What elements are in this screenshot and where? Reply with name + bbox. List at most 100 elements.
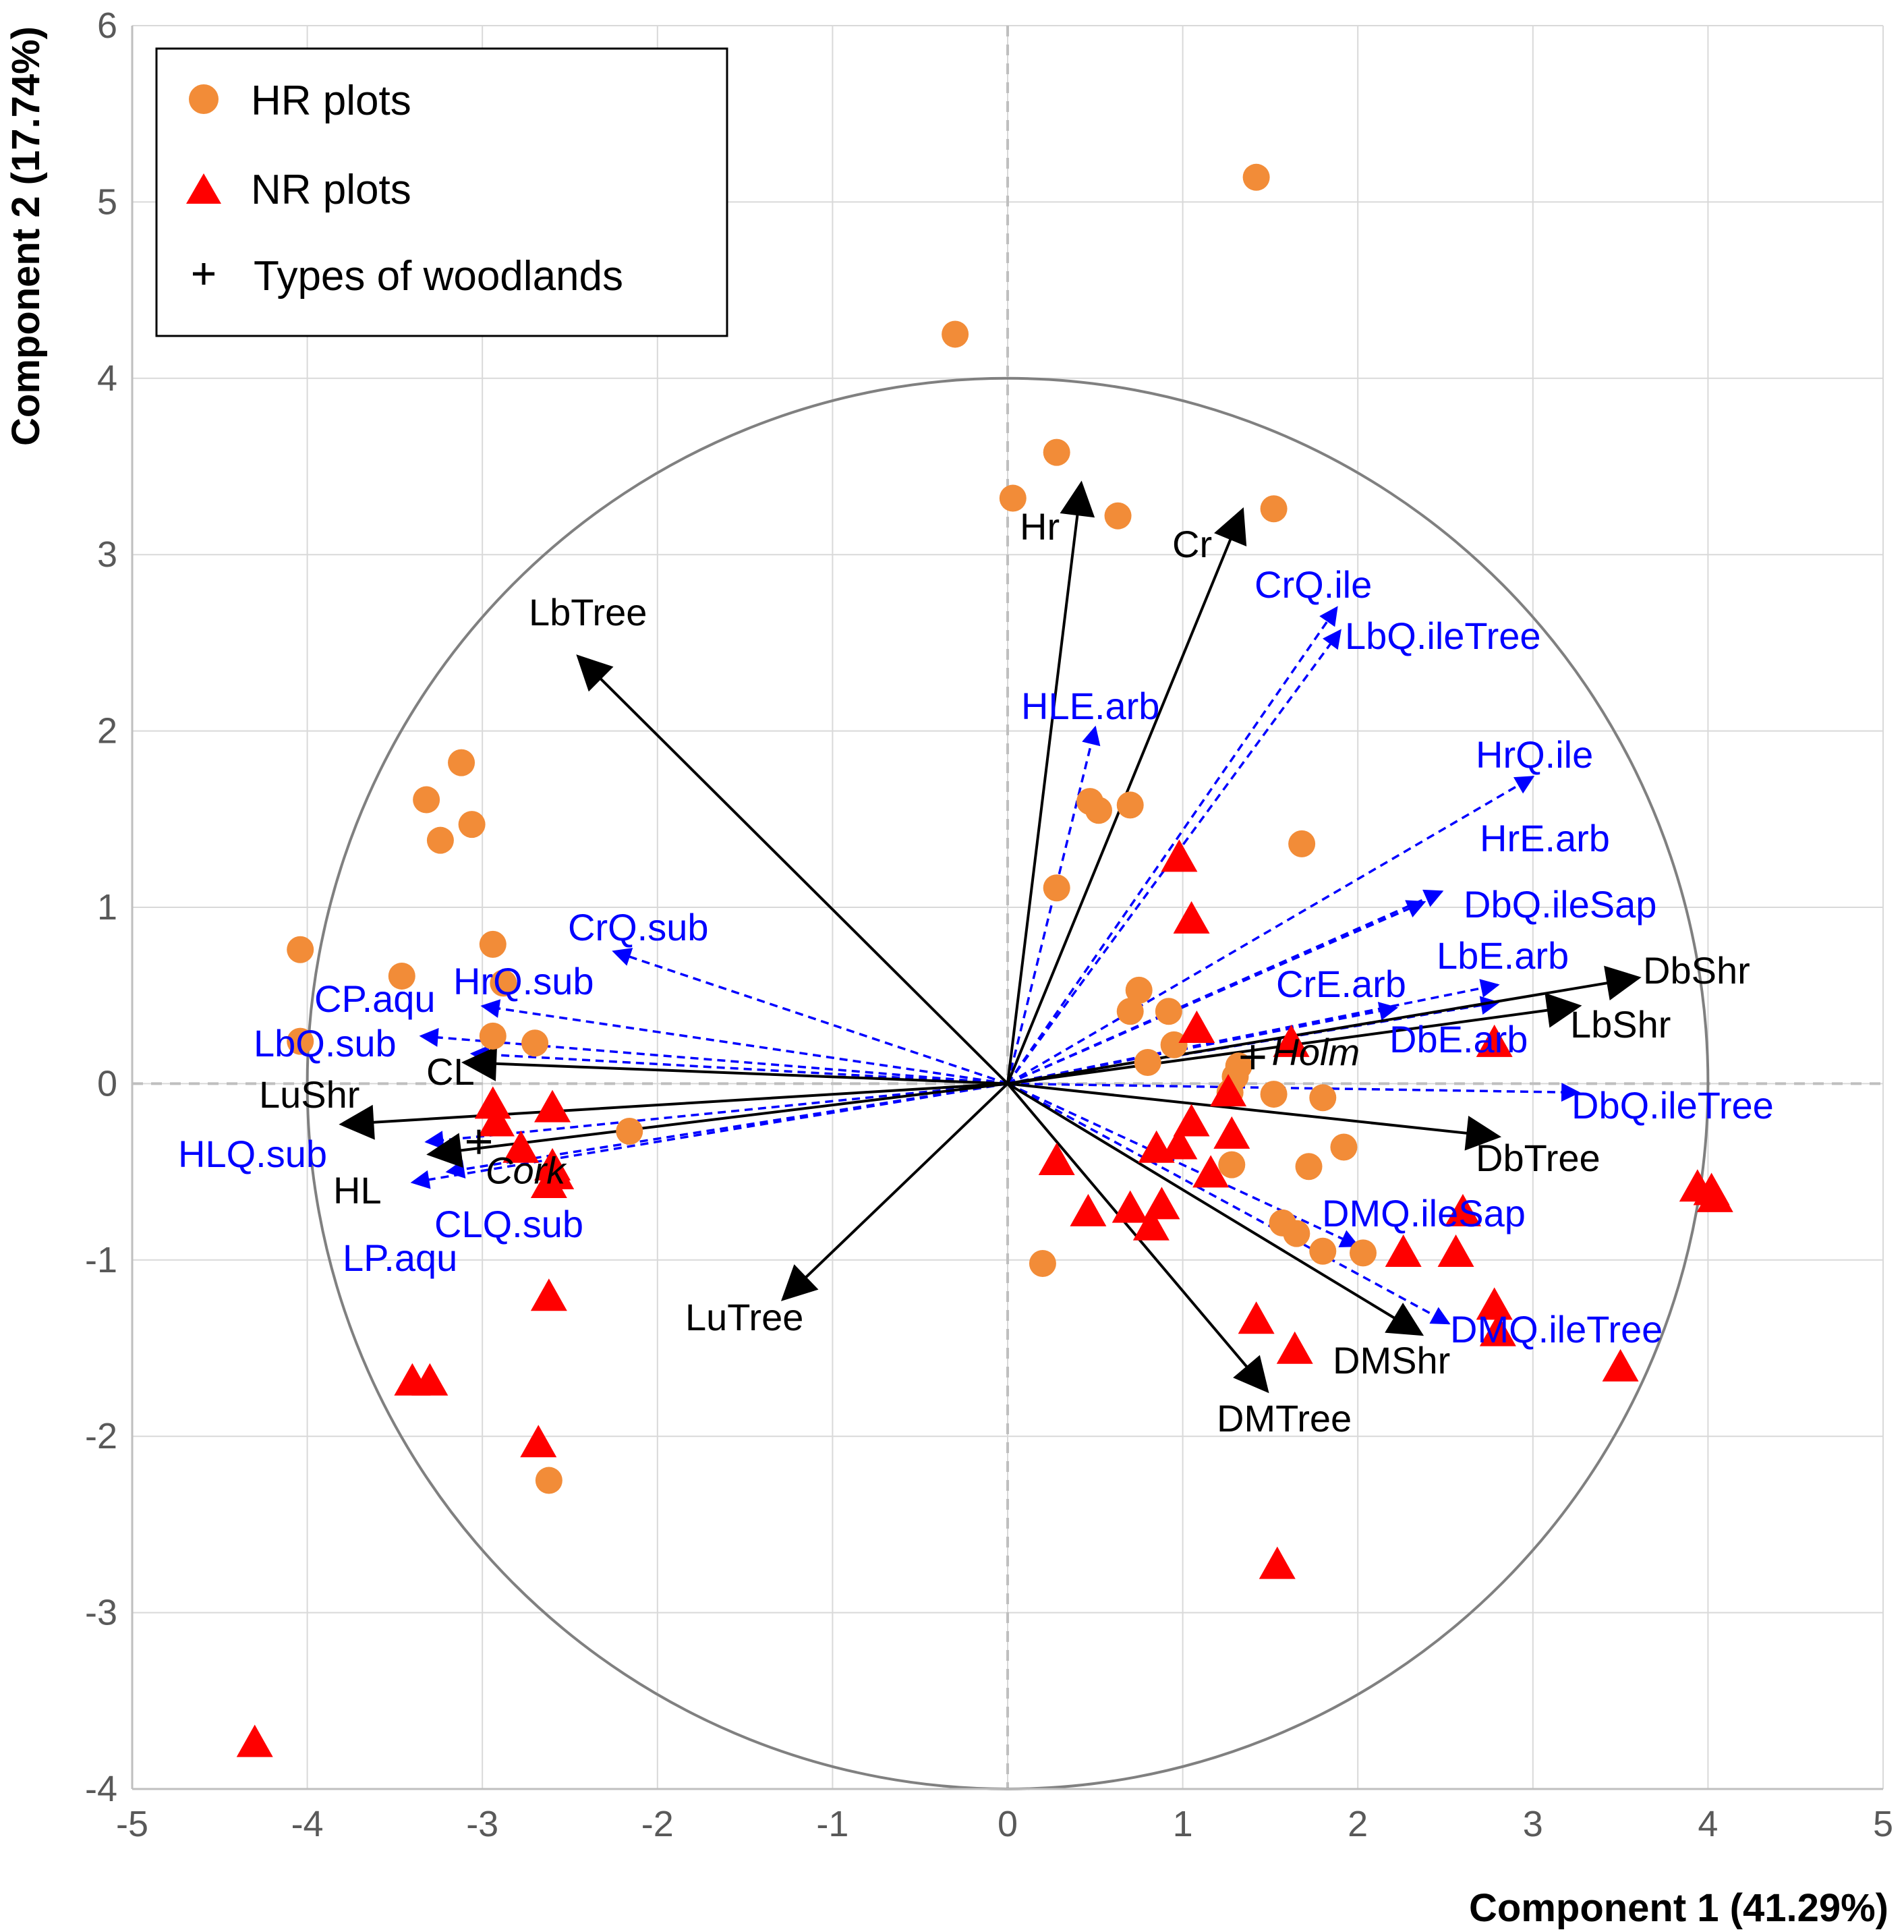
nr-plot-point xyxy=(1132,1208,1170,1241)
nr-plot-point xyxy=(411,1363,449,1396)
species-vector-DMQ.ileSap xyxy=(1007,1082,1360,1248)
hr-plot-point xyxy=(942,320,969,348)
hr-plot-point xyxy=(1125,976,1153,1004)
hr-plot-point xyxy=(458,811,486,839)
nr-plot-point xyxy=(530,1278,567,1311)
hr-plot-point xyxy=(1288,830,1316,857)
species-vector-DbQ.ileSap xyxy=(1007,900,1426,1085)
nr-plot-point xyxy=(1444,1193,1481,1226)
main-vector-label-Hr: Hr xyxy=(1020,505,1060,548)
species-vector-HrE.arb xyxy=(1007,889,1444,1085)
hr-plot-point xyxy=(287,936,314,963)
hr-plot-point xyxy=(287,1027,314,1055)
main-vector-label-DbTree: DbTree xyxy=(1476,1137,1600,1179)
species-vector-label-LbQ.ileTree: LbQ.ileTree xyxy=(1345,615,1541,657)
hr-plot-point xyxy=(1309,1237,1337,1265)
hr-plot-point xyxy=(999,484,1027,512)
nr-plot-point xyxy=(236,1724,273,1757)
species-vector-label-CrQ.sub: CrQ.sub xyxy=(568,906,709,948)
nr-plot-point xyxy=(1476,1024,1513,1057)
x-axis-title: Component 1 (41.29%) xyxy=(1469,1886,1888,1930)
nr-plot-point xyxy=(534,1089,571,1123)
main-vector-label-DMTree: DMTree xyxy=(1217,1397,1352,1440)
nr-plot-point xyxy=(1192,1155,1230,1188)
y-tick-label: -4 xyxy=(85,1769,117,1809)
nr-plot-point xyxy=(474,1086,511,1119)
x-tick-label: 5 xyxy=(1873,1804,1893,1844)
legend-nr-label: NR plots xyxy=(251,167,411,213)
x-tick-label: -2 xyxy=(641,1804,674,1844)
nr-plot-point xyxy=(1476,1287,1513,1320)
nr-plot-point xyxy=(1173,1104,1210,1137)
woodland-label-cork: Cork xyxy=(486,1149,567,1192)
main-vector-label-CL: CL xyxy=(426,1050,475,1093)
hr-plot-point xyxy=(1295,1153,1323,1181)
species-vector-label-DbE.arb: DbE.arb xyxy=(1389,1018,1528,1060)
nr-plot-point xyxy=(1161,1127,1198,1160)
x-tick-label: -4 xyxy=(291,1804,324,1844)
legend-hr-marker xyxy=(189,84,219,114)
nr-plot-point xyxy=(1602,1348,1639,1382)
nr-plot-point xyxy=(1210,1074,1247,1107)
main-vector-label-LbTree: LbTree xyxy=(529,591,647,633)
hr-plot-point xyxy=(1134,1049,1161,1077)
nr-plot-point xyxy=(502,1130,540,1163)
species-vector-label-HrQ.sub: HrQ.sub xyxy=(453,960,594,1002)
y-tick-label: 4 xyxy=(97,358,117,399)
hr-plot-point xyxy=(1116,998,1144,1025)
woodland-marker-cork xyxy=(467,1129,492,1154)
legend-wood-marker xyxy=(193,263,214,285)
species-vector-label-LbQ.sub: LbQ.sub xyxy=(254,1022,397,1064)
y-tick-label: -1 xyxy=(85,1240,117,1280)
main-vector-label-LbShr: LbShr xyxy=(1570,1003,1671,1046)
hr-plot-point xyxy=(1260,495,1288,523)
x-tick-label: 1 xyxy=(1173,1804,1193,1844)
hr-plot-point xyxy=(1330,1133,1358,1161)
species-vector-label-HrQ.ile: HrQ.ile xyxy=(1476,733,1593,776)
hr-plot-point xyxy=(448,749,475,776)
main-vector-LuShr xyxy=(339,1082,1008,1140)
main-vector-label-Cr: Cr xyxy=(1172,523,1212,565)
nr-plot-point xyxy=(1385,1234,1422,1267)
nr-plot-point xyxy=(1479,1313,1516,1346)
hr-plot-point xyxy=(479,930,507,958)
legend-hr-label: HR plots xyxy=(251,78,411,124)
nr-plot-point xyxy=(1238,1301,1275,1334)
main-vector-Hr xyxy=(1006,480,1095,1084)
y-tick-label: 1 xyxy=(97,887,117,928)
hr-plot-point xyxy=(1242,163,1270,191)
nr-plot-point xyxy=(1213,1116,1250,1149)
species-vector-DbQ.ileTree xyxy=(1007,1082,1581,1102)
species-vector-CP.aqu xyxy=(469,1045,1008,1085)
x-tick-label: 3 xyxy=(1523,1804,1543,1844)
species-vector-label-LbE.arb: LbE.arb xyxy=(1437,934,1569,977)
hr-plot-point xyxy=(616,1117,643,1145)
hr-plot-point xyxy=(521,1029,549,1057)
x-tick-label: 0 xyxy=(998,1804,1018,1844)
hr-plot-point xyxy=(426,826,454,854)
species-vector-label-DMQ.ileTree: DMQ.ileTree xyxy=(1450,1308,1663,1351)
hr-plot-point xyxy=(1104,502,1132,530)
legend-nr-marker xyxy=(186,173,221,204)
legend-wood-label: Types of woodlands xyxy=(254,253,623,300)
hr-plot-point xyxy=(1085,797,1112,824)
species-vector-label-LP.aqu: LP.aqu xyxy=(343,1237,457,1279)
species-vector-label-HLE.arb: HLE.arb xyxy=(1021,685,1159,727)
nr-plot-point xyxy=(1112,1190,1149,1223)
species-vector-HrQ.sub xyxy=(480,999,1008,1085)
species-vector-HLE.arb xyxy=(1006,725,1101,1084)
nr-plot-point xyxy=(1178,1010,1215,1043)
nr-plot-point xyxy=(1276,1331,1313,1364)
species-vector-label-DbQ.ileSap: DbQ.ileSap xyxy=(1464,883,1656,926)
y-tick-label: -2 xyxy=(85,1416,117,1456)
main-vector-label-LuShr: LuShr xyxy=(259,1073,359,1116)
nr-plot-point xyxy=(1437,1234,1474,1267)
nr-plot-point xyxy=(1070,1193,1107,1226)
nr-plot-point xyxy=(1273,1024,1310,1057)
hr-plot-point xyxy=(1160,1031,1188,1058)
main-vector-CL xyxy=(461,1046,1008,1085)
nr-plot-point xyxy=(520,1425,557,1458)
x-tick-label: -5 xyxy=(116,1804,148,1844)
x-tick-label: -3 xyxy=(466,1804,498,1844)
